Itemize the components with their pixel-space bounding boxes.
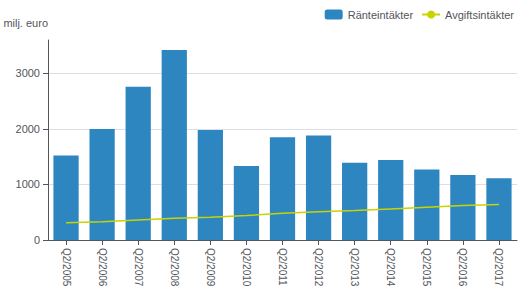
svg-text:Q2/2010: Q2/2010 <box>241 248 252 287</box>
svg-text:Q2/2011: Q2/2011 <box>277 248 288 286</box>
svg-text:Ränteintäkter: Ränteintäkter <box>348 9 414 21</box>
svg-text:1000: 1000 <box>16 178 40 190</box>
svg-text:Q2/2008: Q2/2008 <box>169 248 180 287</box>
svg-text:Avgiftsintäkter: Avgiftsintäkter <box>445 9 514 21</box>
svg-text:Q2/2016: Q2/2016 <box>457 248 468 287</box>
svg-text:Q2/2014: Q2/2014 <box>385 248 396 287</box>
svg-text:Q2/2007: Q2/2007 <box>133 248 144 287</box>
svg-text:Q2/2013: Q2/2013 <box>349 248 360 287</box>
svg-text:Q2/2012: Q2/2012 <box>313 248 324 287</box>
svg-text:2000: 2000 <box>16 123 40 135</box>
svg-text:Q2/2006: Q2/2006 <box>97 248 108 287</box>
svg-text:Q2/2009: Q2/2009 <box>205 248 216 287</box>
svg-text:Q2/2005: Q2/2005 <box>61 248 72 287</box>
svg-text:3000: 3000 <box>16 67 40 79</box>
svg-text:Q2/2017: Q2/2017 <box>493 248 504 287</box>
svg-text:milj. euro: milj. euro <box>3 17 48 29</box>
svg-text:Q2/2015: Q2/2015 <box>421 248 432 287</box>
svg-text:0: 0 <box>34 234 40 246</box>
